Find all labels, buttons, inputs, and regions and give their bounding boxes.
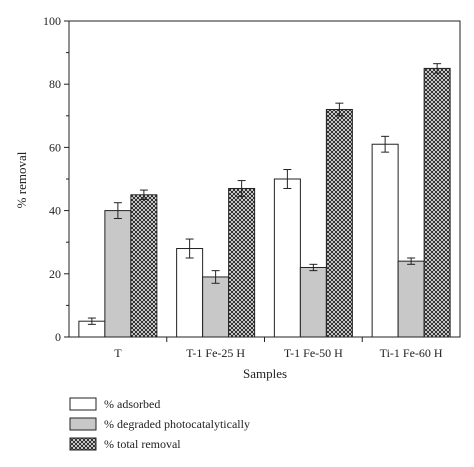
bar-3-1 [397, 260, 425, 338]
bar-0-2 [130, 194, 158, 338]
bar-1-2 [228, 187, 256, 338]
legend-swatch-0 [69, 397, 97, 411]
legend-label-1: % degraded photocatalytically [104, 417, 250, 431]
y-tick-label: 60 [49, 140, 61, 154]
y-tick-label: 20 [49, 267, 61, 281]
x-axis-label: Samples [243, 366, 287, 381]
bar-2-0 [273, 178, 301, 338]
x-tick-label: T [114, 346, 122, 360]
y-tick-label: 100 [43, 14, 61, 28]
y-axis-label: % removal [14, 151, 29, 208]
legend: % adsorbed % degraded photocatalytically%… [69, 397, 250, 451]
legend-label-2: % total removal [104, 437, 181, 451]
bar-2-1 [299, 266, 327, 338]
legend-swatch-1 [69, 417, 97, 431]
bar-3-0 [371, 143, 399, 338]
x-tick-label: T-1 Fe-25 H [186, 346, 245, 360]
x-tick-label: T-1 Fe-50 H [284, 346, 343, 360]
y-tick-label: 40 [49, 204, 61, 218]
legend-label-0: % adsorbed [104, 397, 160, 411]
bar-1-0 [176, 248, 204, 338]
bar-0-1 [104, 210, 132, 338]
plot-area: 0 20 40 60 80 100 T T-1 Fe-25 H T-1 Fe-50 H Ti-1 … [43, 14, 461, 360]
y-tick-label: 80 [49, 77, 61, 91]
bar-1-1 [202, 276, 230, 338]
legend-swatch-2 [69, 437, 97, 451]
bar-2-2 [325, 108, 353, 338]
y-tick-label: 0 [55, 330, 61, 344]
x-tick-label: Ti-1 Fe-60 H [380, 346, 443, 360]
bar-3-2 [423, 67, 451, 338]
